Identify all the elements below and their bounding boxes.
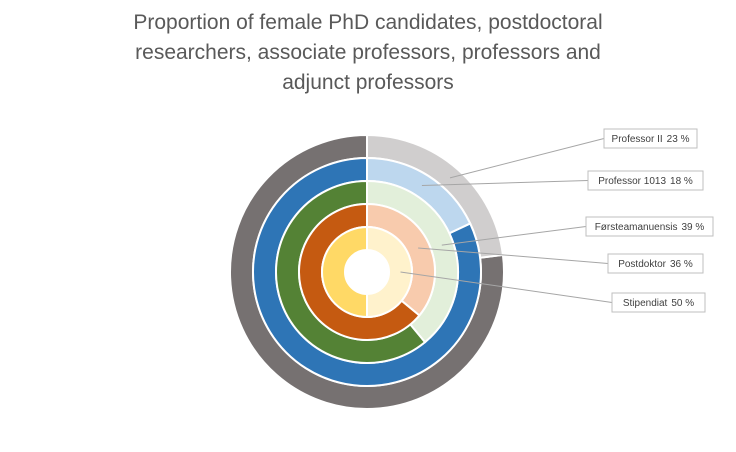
data-label: Stipendiat 50 % <box>623 298 694 309</box>
data-label: Postdoktor 36 % <box>618 259 693 270</box>
chart-title: Proportion of female PhD candidates, pos… <box>133 11 603 94</box>
value-label: 39 % <box>682 222 705 233</box>
series-name: Postdoktor <box>618 259 666 270</box>
leader-line <box>400 271 613 303</box>
ring-rest <box>321 225 368 319</box>
value-label: 23 % <box>667 134 690 145</box>
leader-line <box>441 226 587 246</box>
data-label: Professor 1013 18 % <box>598 176 693 187</box>
data-label: Professor II 23 % <box>612 134 690 145</box>
series-name: Førsteamanuensis <box>595 222 678 233</box>
leader-line <box>449 138 605 179</box>
label-box <box>603 128 698 149</box>
label-box <box>587 170 704 191</box>
value-label: 36 % <box>670 259 693 270</box>
leader-line <box>421 180 589 186</box>
data-label: Førsteamanuensis 39 % <box>595 222 705 233</box>
series-name: Stipendiat <box>623 298 668 309</box>
ring-slice <box>366 225 413 319</box>
leader-line <box>418 247 609 264</box>
value-label: 50 % <box>671 298 694 309</box>
series-name: Professor 1013 <box>598 176 666 187</box>
label-box <box>585 216 714 237</box>
value-label: 18 % <box>670 176 693 187</box>
label-box <box>611 292 706 313</box>
label-box <box>607 253 704 274</box>
series-name: Professor II <box>612 134 663 145</box>
